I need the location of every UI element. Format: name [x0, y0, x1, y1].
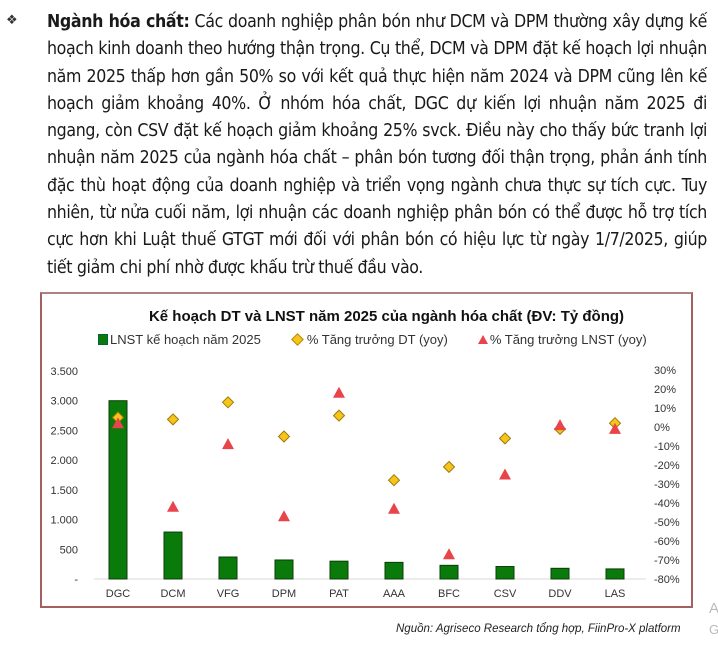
x-axis-label: BFC [438, 588, 460, 600]
bullet-icon: ❖ [6, 13, 18, 28]
marker-dt-growth [387, 473, 401, 487]
left-axis-tick: 1.000 [50, 515, 78, 527]
bar-lnst [108, 400, 128, 580]
marker-dt-growth [221, 396, 235, 409]
right-axis-tick: -70% [654, 555, 680, 567]
right-axis-tick: -20% [654, 460, 680, 472]
legend-item-dt: % Tăng trưởng DT (yoy) [290, 332, 448, 347]
bar-lnst [605, 568, 625, 580]
right-axis-tick: 10% [654, 403, 676, 415]
right-axis-tick: -50% [654, 517, 680, 529]
right-axis-tick: 0% [654, 422, 670, 434]
marker-dt-growth [277, 430, 291, 443]
bar-lnst [329, 560, 349, 580]
right-axis-tick: -80% [654, 574, 680, 586]
marker-lnst-growth [609, 422, 621, 434]
bar-lnst [550, 567, 570, 580]
left-axis-tick: 1.500 [50, 485, 78, 497]
marker-lnst-growth [112, 417, 124, 429]
x-axis-label: AAA [383, 588, 406, 600]
marker-dt-growth [498, 432, 512, 445]
marker-dt-growth [332, 409, 346, 422]
right-axis-tick: -30% [654, 479, 680, 491]
x-axis-label: LAS [605, 588, 626, 600]
x-axis-label: DGC [106, 588, 131, 600]
bar-lnst [384, 561, 404, 580]
marker-dt-growth [166, 413, 180, 426]
right-axis-tick: -60% [654, 536, 680, 548]
chart-plot: - 500 1.000 1.500 2.000 2.500 3.000 3.500 -80% -7… [50, 365, 680, 600]
right-axis-tick: -40% [654, 498, 680, 510]
chart-legend: LNST kế hoạch năm 2025 % Tăng trưởng DT … [98, 332, 677, 347]
side-mark-bottom: G [709, 622, 718, 637]
paragraph: Ngành hóa chất: Các doanh nghiệp phân bó… [47, 9, 707, 282]
left-axis-tick: 3.500 [50, 366, 78, 378]
marker-lnst-growth [222, 438, 234, 450]
chart-title: Kế hoạch DT và LNST năm 2025 của ngành h… [148, 308, 625, 325]
legend-item-lnst-growth: % Tăng trưởng LNST (yoy) [477, 332, 647, 347]
marker-lnst-growth [443, 548, 455, 560]
legend-triangle-icon [477, 335, 488, 344]
bar-lnst [218, 556, 238, 580]
marker-dt-growth [442, 460, 456, 474]
left-axis-tick: 500 [60, 544, 78, 556]
x-axis-label: PAT [329, 588, 349, 600]
legend-bar-swatch-icon [98, 334, 108, 345]
marker-lnst-growth [388, 502, 400, 514]
x-axis-label: DDV [548, 588, 572, 600]
chart-container: Kế hoạch DT và LNST năm 2025 của ngành h… [40, 292, 693, 608]
right-axis-tick: 30% [654, 365, 676, 377]
left-axis-tick: 3.000 [50, 396, 78, 408]
bar-lnst [439, 564, 459, 580]
marker-lnst-growth [499, 468, 511, 480]
left-axis-tick: - [74, 574, 78, 586]
right-axis-tick: 20% [654, 384, 676, 396]
paragraph-heading: Ngành hóa chất: [47, 12, 190, 32]
marker-lnst-growth [278, 510, 290, 522]
marker-lnst-growth [554, 419, 566, 431]
bar-lnst [495, 566, 515, 580]
left-axis-tick: 2.500 [50, 425, 78, 437]
side-mark-top: A [709, 600, 718, 617]
left-axis-tick: 2.000 [50, 455, 78, 467]
x-axis-label: DPM [272, 588, 296, 600]
bar-lnst [163, 531, 183, 580]
x-axis-label: CSV [494, 588, 517, 600]
marker-lnst-growth [167, 500, 179, 512]
x-axis-label: VFG [217, 588, 240, 600]
bar-lnst [274, 559, 294, 580]
legend-item-lnst: LNST kế hoạch năm 2025 [98, 332, 261, 347]
chart-source: Nguồn: Agriseco Research tổng hợp, FiinP… [396, 623, 681, 635]
marker-lnst-growth [333, 386, 345, 398]
right-axis-tick: -10% [654, 441, 680, 453]
paragraph-body: Các doanh nghiệp phân bón như DCM và DPM… [47, 12, 707, 278]
x-axis-label: DCM [160, 588, 185, 600]
